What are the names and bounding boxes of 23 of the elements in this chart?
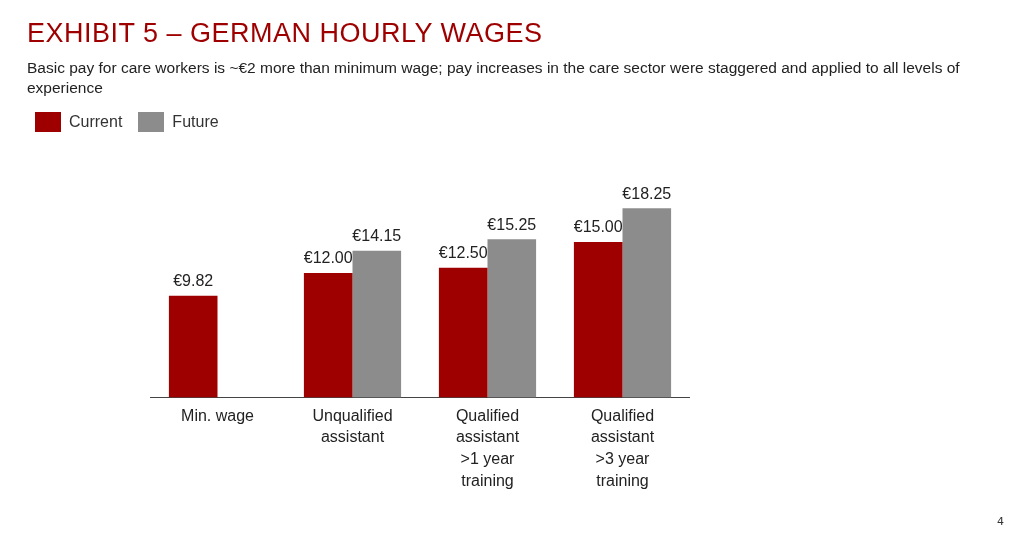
x-tick-label: Min. wage bbox=[181, 406, 255, 424]
data-label: €9.82 bbox=[173, 272, 214, 290]
bar bbox=[168, 295, 218, 398]
x-tick-label: Qualified assistant >1 year training bbox=[455, 406, 520, 489]
chart-subtitle: Basic pay for care workers is ~€2 more than minimum wage; pay increases in the care sector were staggered and applied to all levels of experience bbox=[27, 58, 961, 98]
data-label: €15.25 bbox=[487, 215, 537, 233]
bar bbox=[573, 241, 623, 398]
bar bbox=[352, 250, 402, 398]
legend-label: Future bbox=[172, 113, 219, 130]
data-label: €12.00 bbox=[303, 249, 353, 267]
chart-title: EXHIBIT 5 – GERMAN HOURLY WAGES bbox=[27, 18, 543, 49]
data-label: €14.15 bbox=[352, 227, 402, 245]
data-label: €15.00 bbox=[573, 218, 623, 236]
x-tick-label: Qualified assistant >3 year training bbox=[590, 406, 655, 489]
legend-label: Current bbox=[69, 113, 123, 130]
bar bbox=[622, 208, 672, 398]
data-label: €12.50 bbox=[438, 244, 488, 262]
text: 4 bbox=[997, 515, 1004, 528]
bar bbox=[487, 239, 537, 398]
data-label: €18.25 bbox=[622, 184, 672, 202]
x-tick-label: Unqualified assistant bbox=[312, 406, 393, 446]
bar bbox=[438, 267, 488, 398]
bar bbox=[303, 273, 353, 398]
